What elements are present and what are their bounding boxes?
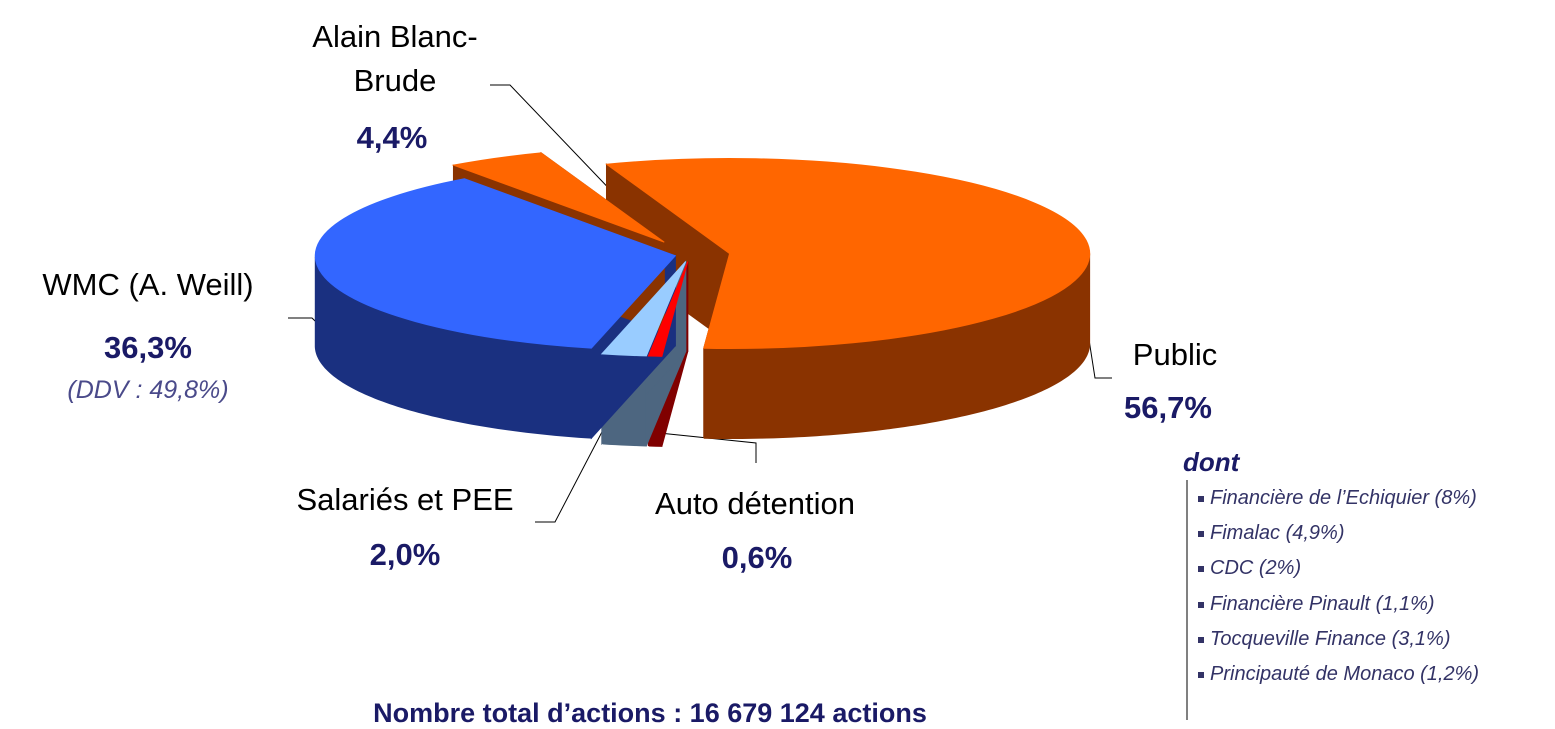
slice-value-label: 0,6% [721, 540, 793, 575]
leader-line [490, 84, 621, 201]
slice-label: Auto détention [655, 486, 855, 521]
leader-line [535, 429, 604, 523]
leader-lines [288, 84, 1188, 720]
slice [600, 261, 687, 357]
slice-value-label: 4,4% [356, 120, 428, 155]
breakdown-item: Fimalac (4,9%) [1197, 522, 1479, 557]
breakdown-title: dont [1183, 447, 1240, 477]
slice [451, 152, 665, 243]
leader-line [629, 429, 757, 463]
annotation: (DDV : 49,8%) [67, 376, 229, 404]
breakdown-item: Principauté de Monaco (1,2%) [1197, 663, 1479, 698]
slice-label: Salariés et PEE [296, 482, 514, 517]
slice-tops [314, 152, 1091, 357]
slice [314, 178, 677, 349]
slice-value-label: 56,7% [1124, 390, 1212, 425]
breakdown-item: Financière de l’Echiquier (8%) [1197, 487, 1479, 522]
breakdown-item: Financière Pinault (1,1%) [1197, 593, 1479, 628]
breakdown-list: Financière de l’Echiquier (8%) Fimalac (… [1190, 487, 1479, 698]
slice-value-label: 36,3% [104, 330, 192, 365]
breakdown-item: CDC (2%) [1197, 557, 1479, 592]
slice [605, 158, 1091, 350]
slice-label: Alain Blanc-Brude [312, 19, 478, 98]
slice-label: WMC (A. Weill) [42, 267, 254, 302]
slice-value-label: 2,0% [369, 537, 441, 572]
breakdown-item: Tocqueville Finance (3,1%) [1197, 628, 1479, 663]
slice [647, 261, 689, 357]
slice-label: Public [1132, 337, 1218, 372]
footnote: Nombre total d’actions : 16 679 124 acti… [373, 698, 927, 728]
